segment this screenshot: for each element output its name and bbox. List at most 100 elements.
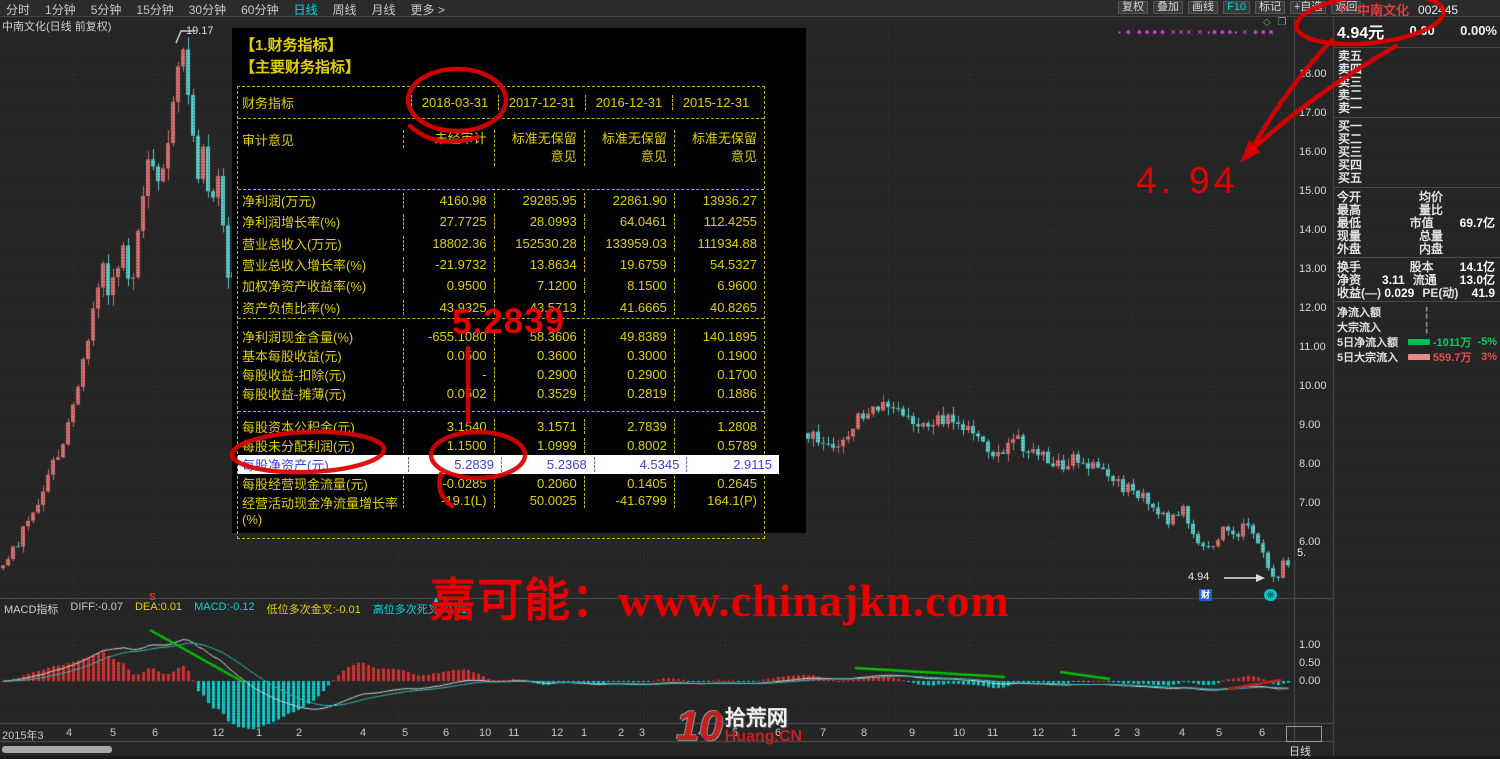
fin-cell: 2.9115 xyxy=(686,456,779,472)
sell-levels: 卖五 卖四 卖三 卖二 卖一 xyxy=(1334,50,1500,115)
macd-header-item: MACD指标 xyxy=(4,604,59,616)
fin-table-row[interactable]: 加权净资产收益率(%) 0.9500 7.1200 8.1500 6.9600 xyxy=(238,275,764,296)
chart-corner-icons[interactable]: ◇ ❐ xyxy=(1263,17,1289,28)
fin-table-row[interactable]: 每股收益-扣除(元) -0.2900 0.2900 0.1700 xyxy=(238,365,764,384)
quote-pair-row: 净资 3.11 流通 13.0亿 xyxy=(1334,273,1500,288)
fin-table-row[interactable]: 资产负债比率(%) 43.9325 43.5713 41.6665 40.8265 xyxy=(238,296,764,317)
fin-cell: 49.8389 xyxy=(583,328,674,344)
fin-cell: 13.8634 xyxy=(493,257,584,273)
quote-pair-row: 现量 总量 xyxy=(1334,229,1500,243)
fin-cell: 0.2819 xyxy=(583,385,674,401)
fin-table-row[interactable]: 每股未分配利润(元) 1.1500 1.0999 0.8002 0.5789 xyxy=(238,436,764,455)
fin-table-row[interactable]: 营业总收入(万元) 18802.36 152530.28 133959.03 11193… xyxy=(238,233,764,254)
month-label: 5 xyxy=(1216,727,1223,739)
fin-cell: -0.0285 xyxy=(403,475,493,491)
fin-audit-section: 审计意见 未经审计 标准无保留 意见 标准无保留 意见 标准无保留 意见 xyxy=(238,119,764,190)
dividend-event-icon[interactable]: ❋ xyxy=(1264,589,1277,601)
month-label: 4 xyxy=(1179,727,1186,739)
period-tab-15min[interactable]: 15分钟 xyxy=(136,3,174,17)
fin-cell: 0.0502 xyxy=(403,385,493,401)
fin-cell: 2.7839 xyxy=(583,418,674,434)
fin-cell: 0.2645 xyxy=(673,475,764,491)
fin-row-label: 营业总收入增长率(%) xyxy=(242,258,367,274)
toolbar-button-overlay[interactable]: 叠加 xyxy=(1153,1,1183,14)
fin-cell: 0.1900 xyxy=(673,347,764,363)
quote-panel: 4.94元 0.00 0.00% 卖五 卖四 卖三 卖二 卖一 买一 买二 买三 买四 买五 今… xyxy=(1334,16,1500,756)
price-tick: 12.00 xyxy=(1299,302,1327,314)
period-tab-more[interactable]: 更多 > xyxy=(410,3,445,17)
period-tab-1min[interactable]: 1分钟 xyxy=(45,3,76,17)
quote-pair-row: 外盘 内盘 xyxy=(1334,242,1500,256)
period-tab-30min[interactable]: 30分钟 xyxy=(188,3,227,17)
financial-table-titles: 【1.财务指标】 【主要财务指标】 xyxy=(232,28,806,86)
period-tab-60min[interactable]: 60分钟 xyxy=(241,3,279,17)
period-tab-weekly[interactable]: 周线 xyxy=(332,3,357,17)
quote-label: 最高 xyxy=(1337,203,1362,217)
fin-table-row[interactable]: 每股净资产(元) 5.2839 5.2368 4.5345 2.9115 xyxy=(238,454,779,474)
fin-table-row[interactable]: 每股经营现金流量(元) -0.0285 0.2060 0.1405 0.2645 xyxy=(238,474,764,493)
fin-cell: 1.0999 xyxy=(493,437,584,453)
quote-label: 市值 xyxy=(1409,216,1434,230)
fin-table-row[interactable]: 基本每股收益(元) 0.0500 0.3600 0.3000 0.1900 xyxy=(238,346,764,365)
fin-cell: 2018-03-31 xyxy=(411,95,498,110)
flow-label: 5日大宗流入 xyxy=(1337,351,1399,364)
fin-table-row[interactable]: 营业总收入增长率(%) -21.9732 13.8634 19.6759 54.5327 xyxy=(238,254,764,275)
fin-audit-row[interactable]: 审计意见 未经审计 标准无保留 意见 标准无保留 意见 标准无保留 意见 xyxy=(238,119,764,189)
month-label: 2 xyxy=(1114,727,1121,739)
toolbar-button-f10[interactable]: F10 xyxy=(1223,1,1250,14)
month-label: 4 xyxy=(698,727,705,739)
month-label: 2 xyxy=(296,727,303,739)
market-flag: P xyxy=(1340,2,1349,17)
fin-table-row[interactable]: 净利润增长率(%) 27.7725 28.0993 64.0461 112.4255 xyxy=(238,211,764,232)
fin-cell: 2015-12-31 xyxy=(672,95,759,110)
quote-price-row: 4.94元 0.00 0.00% xyxy=(1334,16,1500,45)
toolbar-button-mark[interactable]: 标记 xyxy=(1254,1,1285,14)
period-tab-fenshi[interactable]: 分时 xyxy=(6,3,31,17)
period-tab-monthly[interactable]: 月线 xyxy=(371,3,396,17)
up-triangle-marker: ▲ xyxy=(432,595,440,604)
fin-cell: 27.7725 xyxy=(403,214,493,230)
fin-cell: 54.5327 xyxy=(673,257,764,273)
period-tab-5min[interactable]: 5分钟 xyxy=(90,3,122,17)
fin-cell: 标准无保留 意见 xyxy=(583,130,674,166)
toolbar-button-add-watch[interactable]: +自选 xyxy=(1289,1,1327,14)
fin-cell: -21.9732 xyxy=(403,257,493,273)
axis-corner-box xyxy=(1286,726,1322,742)
quote-stats-1: 今开 均价 最高 量比 最低 市值 69.7亿 现量 总量 外盘 内盘 xyxy=(1334,190,1500,256)
toolbar-button-fuquan[interactable]: 复权 xyxy=(1118,1,1148,14)
last-price-tag: 5. xyxy=(1297,547,1307,559)
fin-table-row[interactable]: 每股资本公积金(元) 3.1540 3.1571 2.7839 1.2808 xyxy=(238,417,764,436)
fin-header-row[interactable]: 财务指标 2018-03-31 2017-12-31 2016-12-31 2015-1… xyxy=(238,87,764,118)
period-indicator: 日线 xyxy=(1289,746,1311,758)
fin-cell: 3.1571 xyxy=(493,418,584,434)
price-tick: 17.00 xyxy=(1299,107,1327,119)
toolbar-button-drawline[interactable]: 画线 xyxy=(1188,1,1218,14)
finance-report-icon[interactable]: 财 xyxy=(1199,589,1212,601)
fin-table-row[interactable]: 净利润(万元) 4160.98 29285.95 22861.90 13936.27 xyxy=(238,190,764,211)
period-tabs: 分时 1分钟 5分钟 15分钟 30分钟 60分钟 日线 周线 月线 更多 > xyxy=(6,1,445,18)
fin-table-row[interactable]: 每股收益-摊薄(元) 0.0502 0.3529 0.2819 0.1886 xyxy=(238,384,764,403)
date-axis: 2015年3 4 5 6 12 1 2 4 5 6 10 11 12 1 2 3 4 5 6 7 8 9 10 11 12 1 2 3… xyxy=(0,725,1294,742)
fin-cell: -655.1080 xyxy=(403,328,493,344)
fin-cell: 0.1886 xyxy=(673,385,764,401)
fin-cell: 41.6665 xyxy=(583,299,674,315)
quote-value: 14.1亿 xyxy=(1459,260,1495,274)
fin-row-label: 每股收益-扣除(元) xyxy=(242,367,346,383)
fin-row-label: 每股收益-摊薄(元) xyxy=(242,386,346,402)
financial-table-overlay: 【1.财务指标】 【主要财务指标】 财务指标 2018-03-31 2017-12-… xyxy=(232,28,806,539)
fin-table-row[interactable]: 经营活动现金净流量增长率(%) -19.1(L) 50.0025 -41.6799 16… xyxy=(238,492,764,531)
flow-label: 5日净流入额 xyxy=(1337,336,1399,349)
fin-cell: 2017-12-31 xyxy=(498,95,585,110)
fin-table-row[interactable]: 净利润现金含量(%) -655.1080 58.3606 49.8389 140.189… xyxy=(238,327,764,346)
period-tab-daily[interactable]: 日线 xyxy=(293,3,318,17)
price-tick: 9.00 xyxy=(1299,419,1321,431)
price-tick: 16.00 xyxy=(1299,146,1327,158)
fin-cell: 133959.03 xyxy=(583,235,674,251)
horizontal-scrollbar[interactable] xyxy=(2,746,112,753)
fin-cell: 0.3600 xyxy=(493,347,584,363)
fin-row-label: 净利润增长率(%) xyxy=(242,215,341,231)
quote-value: 13.0亿 xyxy=(1459,273,1495,287)
macd-tick: 0.50 xyxy=(1299,657,1321,669)
fin-cell: 0.2900 xyxy=(493,366,584,382)
quote-pair-row: 收益(—) 0.029 PE(动) 41.9 xyxy=(1334,286,1500,301)
